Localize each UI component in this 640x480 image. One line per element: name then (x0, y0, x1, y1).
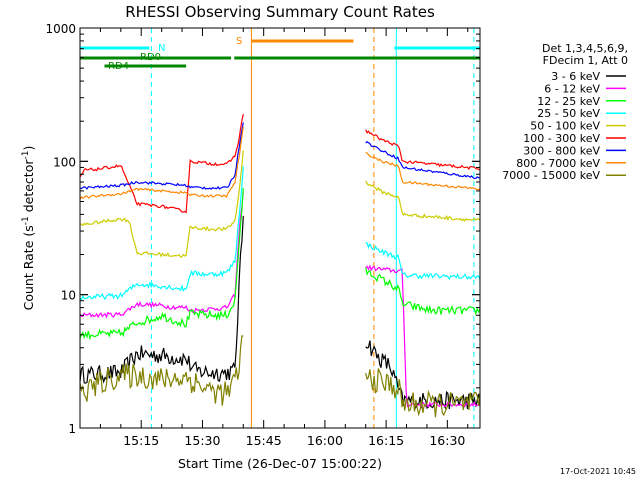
plot-frame (79, 27, 481, 429)
y-axis-label-main: Count Rate (s (21, 225, 36, 310)
x-tick-label-4: 16:15 (368, 433, 404, 448)
legend-label-8: 7000 - 15000 keV (502, 169, 600, 182)
series-line-5-seg-1 (365, 129, 481, 171)
series-line-8-seg-0 (79, 335, 244, 406)
y-tick-label-1: 10 (61, 289, 76, 303)
y-axis-label-end: ) (21, 146, 36, 151)
flag-label-s: S (236, 36, 242, 47)
series-line-2-seg-0 (79, 187, 244, 341)
legend-label-3: 25 - 50 keV (537, 107, 600, 120)
series-line-3-seg-0 (79, 166, 244, 301)
legend-label-0: 3 - 6 keV (551, 70, 600, 83)
legend-label-1: 6 - 12 keV (544, 82, 600, 95)
x-axis-label: Start Time (26-Dec-07 15:00:22) (178, 456, 382, 471)
y-tick-label-2: 100 (53, 155, 76, 169)
y-tick-label-3: 1000 (45, 22, 76, 36)
series-line-3-seg-1 (365, 242, 481, 281)
legend-label-6: 300 - 800 keV (523, 144, 600, 157)
legend-header-0: Det 1,3,4,5,6,9, (542, 42, 628, 55)
x-tick-label-0: 15:15 (123, 433, 159, 448)
legend-header-1: FDecim 1, Att 0 (543, 54, 628, 67)
legend-label-5: 100 - 300 keV (523, 132, 600, 145)
y-axis-label-mid: detector (21, 159, 36, 217)
x-tick-label-2: 15:45 (246, 433, 282, 448)
series-line-2-seg-1 (365, 267, 481, 316)
series-line-1-seg-1 (365, 264, 481, 408)
series-line-8-seg-1 (365, 368, 481, 418)
timestamp: 17-Oct-2021 10:45 (560, 467, 636, 476)
y-axis-label-sup2: -1 (21, 151, 31, 160)
axes: 1 10 100 1000 15:15 15:30 15:45 16:00 16:15 16:30 (45, 22, 480, 448)
chart-title: RHESSI Observing Summary Count Rates (125, 3, 435, 21)
series-line-0-seg-1 (365, 340, 481, 412)
y-tick-label-0: 1 (68, 422, 76, 436)
y-axis-label: Count Rate (s-1 detector-1) (21, 146, 36, 311)
series-line-5-seg-0 (79, 113, 244, 214)
x-tick-label-5: 16:30 (429, 433, 465, 448)
x-tick-label-1: 15:30 (184, 433, 220, 448)
flag-label-rd0: RD0 (140, 52, 161, 63)
legend: Det 1,3,4,5,6,9,FDecim 1, Att 0 3 - 6 keV… (502, 42, 628, 182)
y-axis-label-sup1: -1 (21, 216, 31, 225)
legend-label-4: 50 - 100 keV (530, 120, 600, 133)
series-line-6-seg-1 (365, 140, 481, 180)
plot-area: N S RD0 RD4 (79, 28, 481, 428)
flag-label-rd4: RD4 (108, 61, 129, 72)
series-line-1-seg-0 (79, 191, 244, 319)
series-line-4-seg-0 (79, 150, 244, 258)
series-line-4-seg-1 (365, 180, 481, 223)
series-line-7-seg-1 (365, 151, 481, 191)
legend-label-7: 800 - 7000 keV (516, 157, 600, 170)
flag-label-n: N (158, 43, 165, 54)
series-line-6-seg-0 (79, 122, 244, 191)
series-line-7-seg-0 (79, 126, 244, 200)
x-tick-label-3: 16:00 (307, 433, 343, 448)
legend-label-2: 12 - 25 keV (537, 95, 600, 108)
